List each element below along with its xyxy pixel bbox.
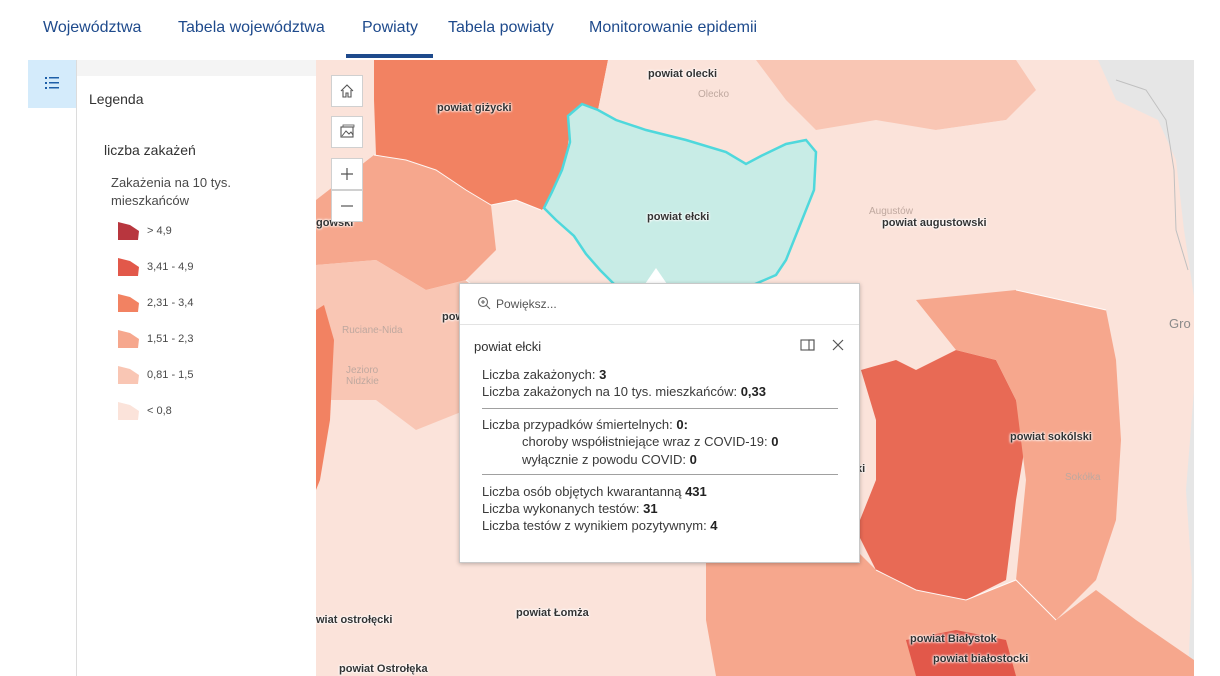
legend-class-label: 0,81 - 1,5	[147, 369, 194, 381]
close-icon[interactable]	[831, 338, 845, 352]
map-label-augustowski: powiat augustowski	[882, 217, 987, 229]
legend-swatch	[118, 222, 139, 240]
legend-class-label: > 4,9	[147, 225, 172, 237]
map-label-ostroleka: powiat Ostrołęka	[339, 663, 428, 675]
popup-line: choroby współistniejące wraz z COVID-19:…	[522, 434, 779, 449]
popup-zoom-label: Powiększ...	[496, 297, 557, 311]
zoom-to-icon	[477, 296, 491, 310]
region-ostrolecki[interactable]	[316, 490, 466, 676]
popup-line: Liczba przypadków śmiertelnych: 0:	[482, 417, 688, 432]
popup-zoom-action[interactable]: Powiększ...	[460, 284, 859, 325]
legend-toggle-button[interactable]	[28, 60, 77, 108]
popup-line: wyłącznie z powodu COVID: 0	[522, 452, 697, 467]
region-moniecki[interactable]	[856, 350, 1026, 600]
top-tab-bar: Województwa Tabela województwa Powiaty T…	[0, 0, 1220, 58]
neighbor-country-area	[1098, 60, 1194, 676]
region-gizycki[interactable]	[374, 60, 608, 210]
map-label-elcki: powiat ełcki	[647, 211, 710, 223]
tab-wojewodztwa[interactable]: Województwa	[43, 19, 142, 36]
legend-swatch	[118, 366, 139, 384]
popup-line: Liczba zakażonych na 10 tys. mieszkańców…	[482, 384, 766, 399]
map-label-olecki: powiat olecki	[648, 68, 718, 80]
popup-line: Liczba testów z wynikiem pozytywnym: 4	[482, 518, 718, 533]
map-place-olecko: Olecko	[698, 89, 730, 100]
zoom-out-icon	[341, 205, 353, 207]
legend-swatch	[118, 330, 139, 348]
region-bialystok[interactable]	[906, 630, 1016, 676]
map-label-sokolski: powiat sokólski	[1010, 431, 1092, 443]
region-olecki[interactable]	[598, 60, 786, 130]
legend-swatch	[118, 258, 139, 276]
dock-icon[interactable]	[800, 338, 816, 352]
basemap-button[interactable]	[331, 116, 363, 148]
border-line	[1115, 79, 1189, 271]
map-label-lomza: powiat Łomża	[516, 607, 589, 619]
legend-class-label: 3,41 - 4,9	[147, 261, 194, 273]
map-label-piski: pow	[442, 311, 464, 323]
popup-line: Liczba zakażonych: 3	[482, 367, 607, 382]
home-button[interactable]	[331, 75, 363, 107]
home-icon	[340, 84, 354, 98]
map-place-augustow: Augustów	[869, 206, 913, 217]
legend-panel: Legenda liczba zakażeń Zakażenia na 10 t…	[76, 60, 317, 676]
legend-list-icon	[45, 77, 59, 89]
popup-line: Liczba osób objętych kwarantanną 431	[482, 484, 707, 499]
legend-class-label: < 0,8	[147, 405, 172, 417]
legend-swatch	[118, 402, 139, 420]
popup-pointer	[645, 268, 667, 284]
popup-line: Liczba wykonanych testów: 31	[482, 501, 658, 516]
map-place-gro: Gro	[1169, 316, 1191, 331]
map-place-ruciane: Ruciane-Nida	[342, 325, 403, 336]
popup-separator	[482, 474, 838, 475]
zoom-in-button[interactable]	[331, 158, 363, 190]
legend-swatch	[118, 294, 139, 312]
tab-powiaty[interactable]: Powiaty	[362, 19, 419, 36]
zoom-out-button[interactable]	[331, 190, 363, 222]
popup-separator	[482, 408, 838, 409]
region-sokolski[interactable]	[916, 290, 1121, 620]
legend-class-label: 1,51 - 2,3	[147, 333, 194, 345]
region-small-red[interactable]	[316, 305, 334, 490]
legend-layer-title: liczba zakażeń	[104, 142, 196, 158]
region-goldapski[interactable]	[756, 60, 1036, 130]
legend-class-label: 2,31 - 3,4	[147, 297, 194, 309]
legend-title: Legenda	[89, 91, 144, 107]
map-label-gizycki: powiat giżycki	[437, 102, 512, 114]
tab-monitorowanie-epidemii[interactable]: Monitorowanie epidemii	[589, 19, 758, 36]
feature-popup: Powiększ... powiat ełcki Liczba zakażony…	[459, 283, 860, 563]
map-label-bialystok: powiat Białystok	[910, 633, 997, 645]
tab-tabela-powiaty[interactable]: Tabela powiaty	[448, 19, 554, 36]
tab-tabela-wojewodztwa[interactable]: Tabela województwa	[178, 19, 325, 36]
zoom-in-icon	[341, 168, 353, 180]
map-place-jezioro: Jezioro Nidzkie	[346, 365, 379, 387]
map-place-sokolka: Sokółka	[1065, 472, 1101, 483]
map-label-bialostocki: powiat białostocki	[933, 653, 1029, 665]
map-label-ostrolecki: wiat ostrołęcki	[316, 614, 393, 626]
legend-panel-header	[77, 60, 317, 76]
map-label-cut: ki	[856, 463, 866, 475]
active-tab-indicator	[346, 54, 433, 58]
region-elcki-selected[interactable]	[542, 102, 818, 294]
legend-field-title: Zakażenia na 10 tys. mieszkańców	[111, 175, 231, 208]
basemap-icon	[340, 124, 355, 138]
popup-title: powiat ełcki	[474, 339, 542, 354]
